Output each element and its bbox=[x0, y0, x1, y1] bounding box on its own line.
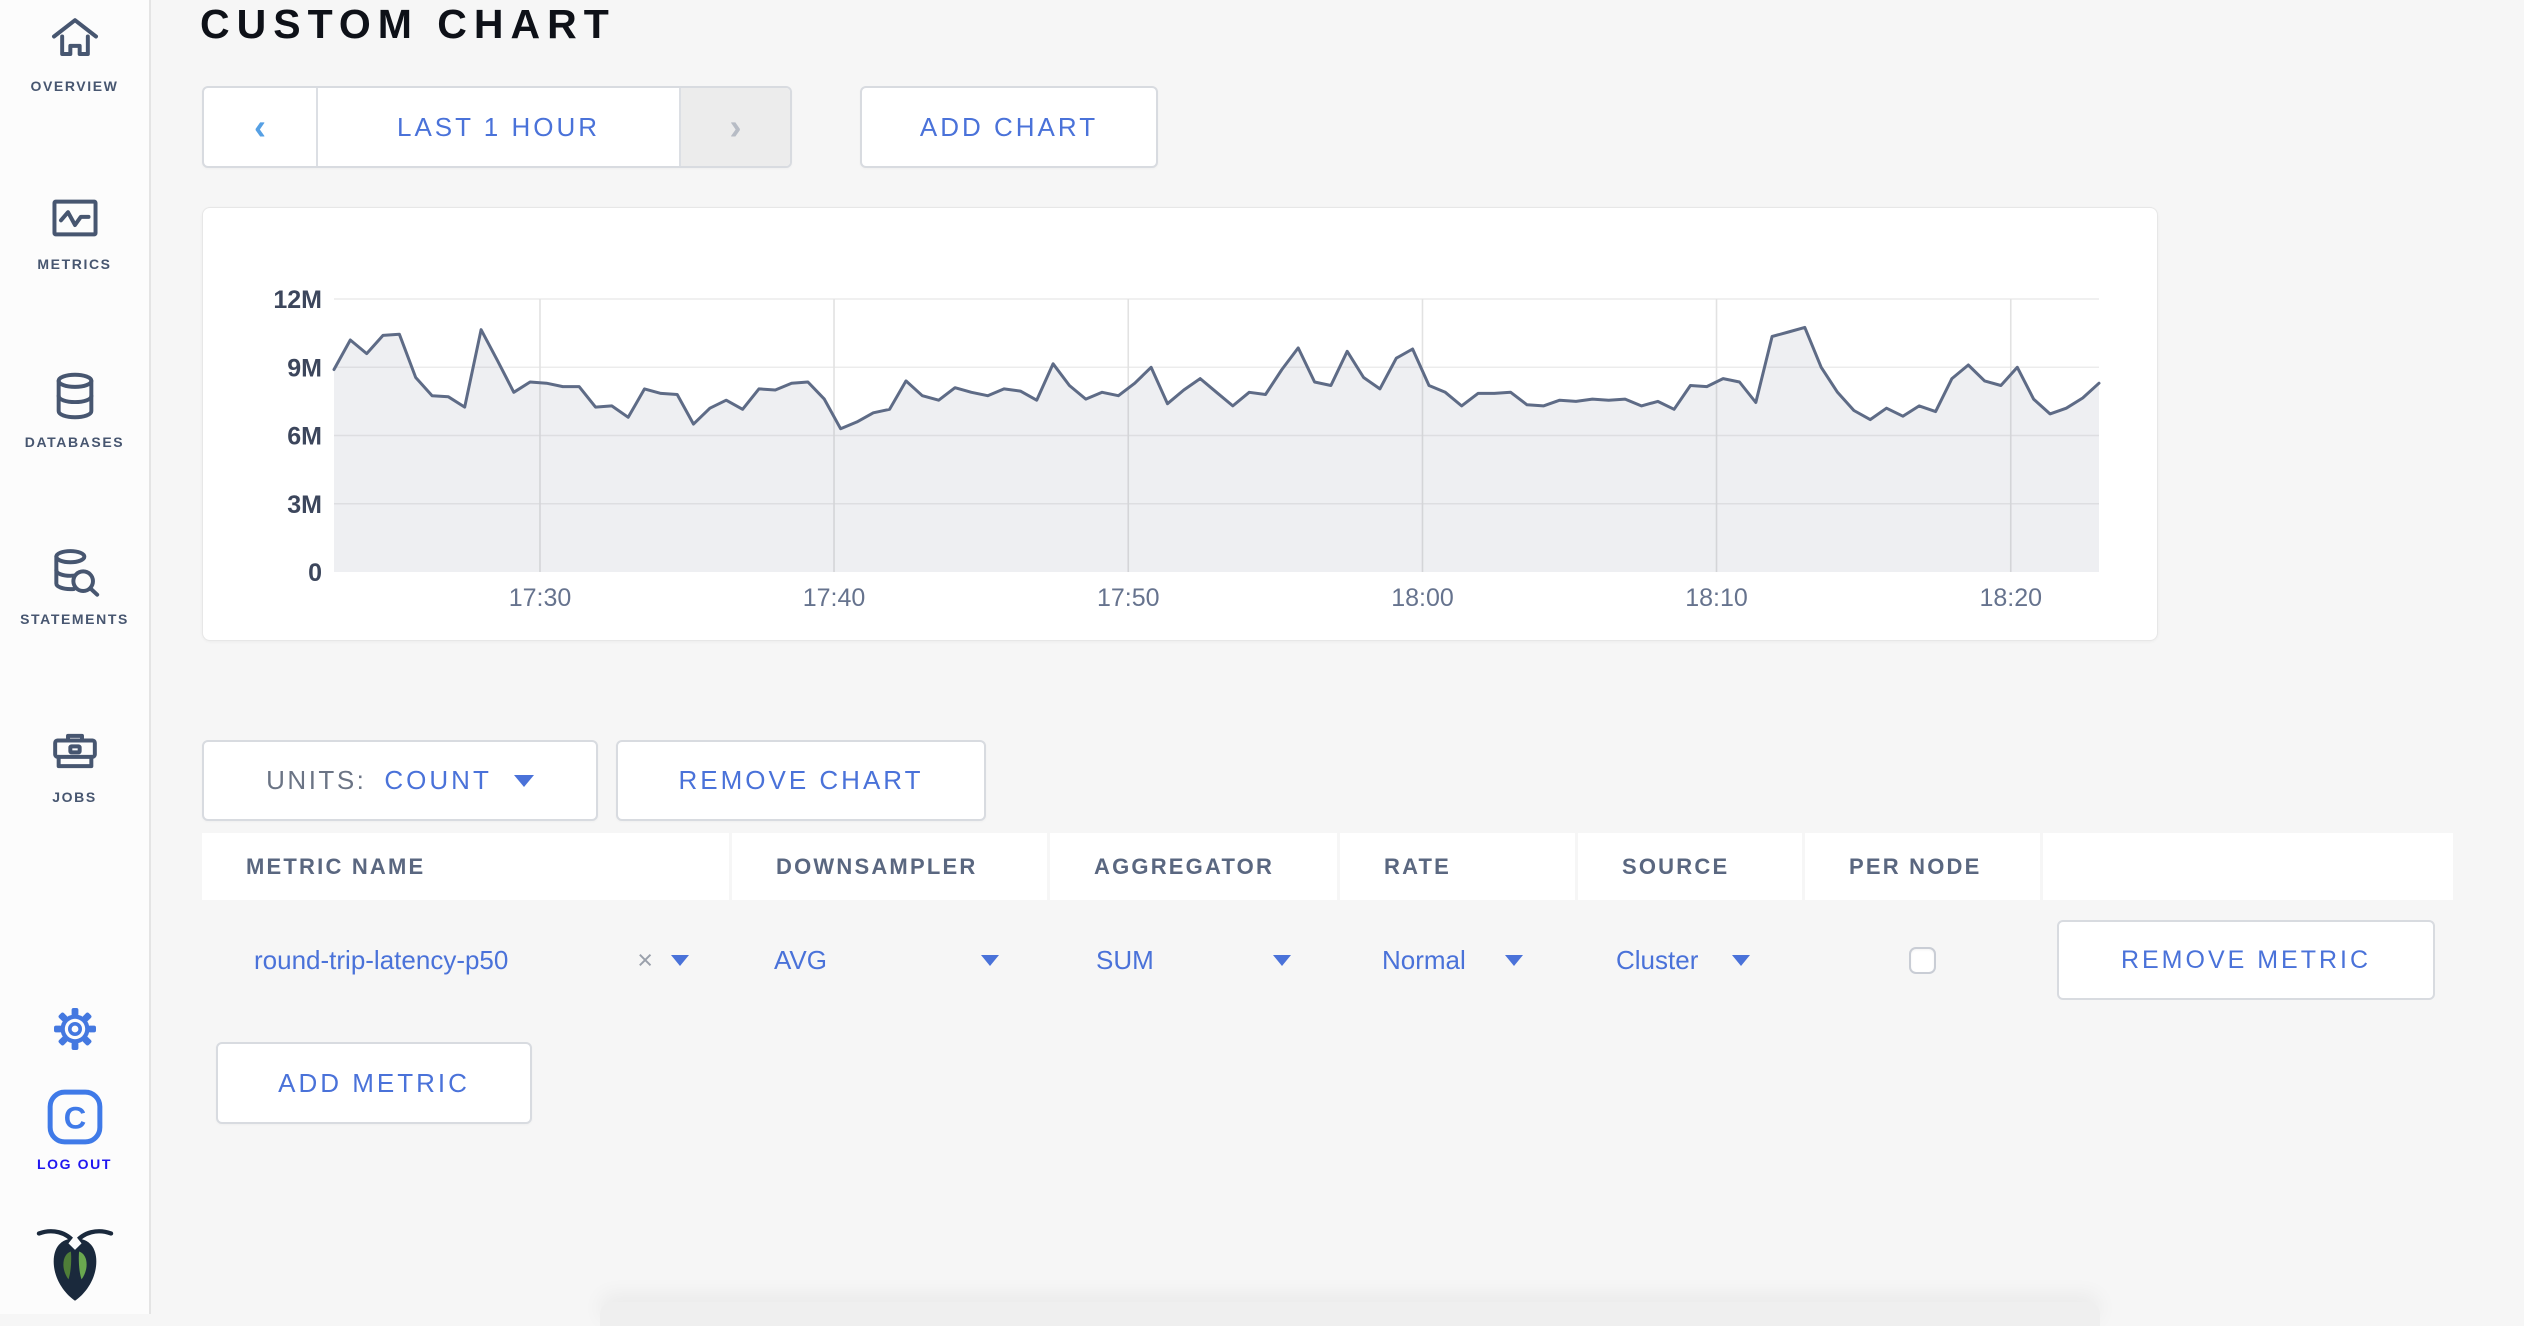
sidebar-item-jobs[interactable]: JOBS bbox=[0, 723, 149, 805]
column-header-aggregator: AGGREGATOR bbox=[1050, 833, 1337, 900]
sidebar-item-databases[interactable]: DATABASES bbox=[0, 368, 149, 450]
svg-text:17:30: 17:30 bbox=[509, 584, 572, 612]
svg-text:18:10: 18:10 bbox=[1685, 584, 1748, 612]
metric-name-value[interactable]: round-trip-latency-p50 bbox=[254, 944, 509, 975]
custom-chart-plot[interactable]: 12M 9M 6M 3M 0 17:30 17:40 17:50 18:00 18:10 18:20 bbox=[203, 208, 2159, 642]
chevron-left-icon: ‹ bbox=[254, 106, 266, 147]
svg-text:6M: 6M bbox=[287, 423, 322, 451]
page-title: CUSTOM CHART bbox=[200, 1, 616, 47]
column-header-source: SOURCE bbox=[1578, 833, 1802, 900]
time-range-next-button[interactable]: › bbox=[681, 88, 790, 166]
svg-text:18:00: 18:00 bbox=[1391, 584, 1454, 612]
column-header-per-node: PER NODE bbox=[1805, 833, 2040, 900]
metric-name-cell: round-trip-latency-p50 × bbox=[202, 903, 729, 1017]
rate-select[interactable]: Normal bbox=[1340, 903, 1575, 1017]
gear-icon bbox=[53, 1008, 96, 1050]
sidebar: OVERVIEW METRICS DATABASES STATEMENTS bbox=[0, 0, 151, 1314]
time-range-selector: ‹ LAST 1 HOUR › bbox=[202, 86, 792, 168]
sidebar-item-label: STATEMENTS bbox=[20, 611, 129, 627]
cockroach-c-logo-icon: C bbox=[47, 1089, 102, 1145]
sidebar-item-label: JOBS bbox=[52, 789, 97, 805]
chevron-down-icon bbox=[1732, 954, 1750, 966]
column-header-downsampler: DOWNSAMPLER bbox=[732, 833, 1047, 900]
chevron-down-icon bbox=[981, 954, 999, 966]
sidebar-item-label: OVERVIEW bbox=[30, 78, 119, 94]
chevron-down-icon bbox=[513, 774, 534, 787]
logout-label: LOG OUT bbox=[37, 1156, 112, 1172]
svg-text:17:40: 17:40 bbox=[803, 584, 866, 612]
svg-text:12M: 12M bbox=[273, 286, 322, 314]
source-select[interactable]: Cluster bbox=[1578, 903, 1802, 1017]
clear-metric-icon[interactable]: × bbox=[637, 944, 653, 975]
chevron-right-icon: › bbox=[729, 106, 742, 147]
units-value: COUNT bbox=[384, 765, 492, 795]
sidebar-item-label: DATABASES bbox=[24, 434, 125, 450]
svg-text:3M: 3M bbox=[287, 491, 322, 519]
actions-cell: REMOVE METRIC bbox=[2043, 903, 2453, 1017]
bottom-shadow-artifact bbox=[600, 1302, 2100, 1326]
svg-text:18:20: 18:20 bbox=[1979, 584, 2042, 612]
remove-metric-button[interactable]: REMOVE METRIC bbox=[2057, 920, 2435, 1000]
aggregator-select[interactable]: SUM bbox=[1050, 903, 1337, 1017]
sidebar-item-label: METRICS bbox=[37, 256, 112, 272]
chevron-down-icon bbox=[1505, 954, 1523, 966]
add-chart-button[interactable]: ADD CHART bbox=[860, 86, 1158, 168]
statements-icon bbox=[53, 549, 99, 597]
column-header-rate: RATE bbox=[1340, 833, 1575, 900]
cockroach-bug-logo-icon bbox=[36, 1229, 113, 1301]
sidebar-logout[interactable]: C LOG OUT bbox=[0, 1088, 149, 1172]
remove-chart-button[interactable]: REMOVE CHART bbox=[616, 740, 986, 821]
sidebar-brand[interactable] bbox=[0, 1222, 149, 1304]
chevron-down-icon bbox=[1273, 954, 1291, 966]
time-range-prev-button[interactable]: ‹ bbox=[204, 88, 316, 166]
metric-name-dropdown-icon[interactable] bbox=[671, 954, 689, 966]
svg-text:17:50: 17:50 bbox=[1097, 584, 1160, 612]
units-prefix-label: UNITS: bbox=[266, 765, 367, 795]
add-metric-button[interactable]: ADD METRIC bbox=[216, 1042, 532, 1124]
sidebar-item-metrics[interactable]: METRICS bbox=[0, 190, 149, 272]
svg-text:C: C bbox=[63, 1100, 85, 1135]
database-icon bbox=[56, 372, 93, 420]
metric-table-row: round-trip-latency-p50 × AVG SUM Normal … bbox=[202, 903, 2453, 1017]
svg-text:0: 0 bbox=[308, 559, 322, 587]
sidebar-settings[interactable] bbox=[0, 1005, 149, 1053]
per-node-checkbox[interactable] bbox=[1909, 946, 1936, 974]
chart-card: 12M 9M 6M 3M 0 17:30 17:40 17:50 18:00 18:10 18:20 bbox=[202, 207, 2158, 641]
metrics-icon bbox=[51, 199, 98, 237]
metrics-table-header: METRIC NAME DOWNSAMPLER AGGREGATOR RATE … bbox=[202, 833, 2453, 900]
downsampler-select[interactable]: AVG bbox=[732, 903, 1047, 1017]
column-header-actions bbox=[2043, 833, 2453, 900]
units-dropdown[interactable]: UNITS: COUNT bbox=[202, 740, 598, 821]
jobs-icon bbox=[52, 733, 97, 769]
sidebar-item-statements[interactable]: STATEMENTS bbox=[0, 545, 149, 627]
time-range-dropdown[interactable]: LAST 1 HOUR bbox=[316, 88, 681, 166]
column-header-metric-name: METRIC NAME bbox=[202, 833, 729, 900]
svg-text:9M: 9M bbox=[287, 354, 322, 382]
sidebar-item-overview[interactable]: OVERVIEW bbox=[0, 12, 149, 94]
home-icon bbox=[51, 18, 98, 56]
per-node-cell bbox=[1805, 903, 2040, 1017]
